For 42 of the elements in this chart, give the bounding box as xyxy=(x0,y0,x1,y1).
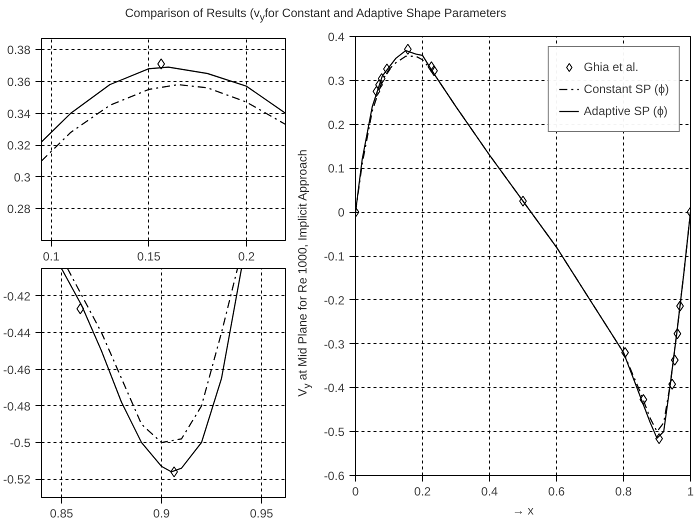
x-tick-label: 0.9 xyxy=(153,506,170,520)
x-tick-label: 0 xyxy=(352,484,360,498)
y-tick-label: -0.6 xyxy=(324,469,345,483)
y-tick-label: 0.28 xyxy=(7,202,31,216)
y-tick-label: 0.38 xyxy=(7,43,31,58)
y-tick-label: 0.4 xyxy=(328,30,345,44)
x-axis-title: → x xyxy=(512,504,534,518)
y-tick-label: -0.5 xyxy=(324,425,345,440)
y-tick-label: -0.4 xyxy=(324,381,345,396)
x-tick-label: 1 xyxy=(687,484,694,498)
y-tick-label: -0.44 xyxy=(3,326,31,340)
x-tick-label: 0.2 xyxy=(238,250,256,264)
point xyxy=(670,354,679,366)
legend-label: Adaptive SP (ϕ) xyxy=(584,104,668,118)
y-tick-label: -0.3 xyxy=(324,337,345,352)
y-tick-label: 0.1 xyxy=(328,162,345,176)
y-tick-label: 0.36 xyxy=(7,74,31,89)
y-tick-label: 0.3 xyxy=(14,170,31,184)
y-tick-label: 0.2 xyxy=(328,118,345,132)
x-tick-label: 0.6 xyxy=(548,484,566,498)
y-tick-label: -0.2 xyxy=(324,293,345,308)
y-tick-label: -0.52 xyxy=(3,472,31,487)
y-tick-label: -0.5 xyxy=(10,436,31,450)
y-tick-label: -0.42 xyxy=(3,289,31,304)
x-tick-label: 0.2 xyxy=(414,484,432,498)
y-tick-label: 0.3 xyxy=(328,74,345,88)
y-tick-label: 0 xyxy=(338,206,345,220)
chart-title: Comparison of Results (v$_{y}$for Constant and Adaptive Shape Parameters xyxy=(124,5,506,26)
x-tick-label: 0.4 xyxy=(481,484,498,498)
y-tick-label: 0.34 xyxy=(7,106,31,121)
y-tick-label: -0.48 xyxy=(3,399,31,414)
x-tick-label: 0.8 xyxy=(615,484,632,498)
y-tick-label: 0.32 xyxy=(7,138,31,153)
point xyxy=(668,378,676,390)
legend-label: Constant SP (ϕ) xyxy=(584,82,669,96)
x-tick-label: 0.85 xyxy=(50,506,74,520)
y-tick-label: -0.1 xyxy=(324,250,345,264)
x-tick-label: 0.15 xyxy=(137,250,161,264)
legend-label: Ghia et al. xyxy=(584,60,638,74)
x-tick-label: 0.95 xyxy=(250,506,274,520)
x-tick-label: 0.1 xyxy=(42,250,60,264)
y-tick-label: -0.46 xyxy=(3,362,31,377)
